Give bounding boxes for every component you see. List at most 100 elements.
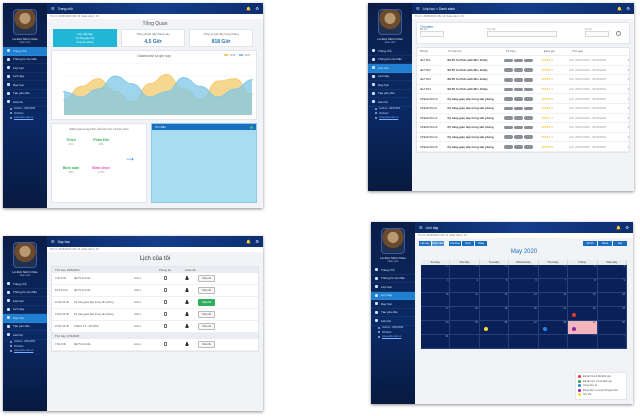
account-icon[interactable]: ⚙ xyxy=(625,225,629,230)
table-row[interactable]: SPEAKING10 Kỹ năng giao tiếp trong văn ph… xyxy=(417,94,629,104)
calendar-day-cell[interactable]: 4 xyxy=(450,279,480,293)
sidebar-item-classes[interactable]: Lớp học xyxy=(3,64,47,73)
data-point[interactable] xyxy=(97,88,99,90)
room-link[interactable]: Link ▾ xyxy=(134,277,141,280)
data-point[interactable] xyxy=(80,85,82,88)
contact-website-link[interactable]: www.ielts.edu.vn xyxy=(3,116,47,121)
expand-icon[interactable]: ▾ xyxy=(627,106,629,111)
calendar-day-cell[interactable]: 19 xyxy=(479,307,510,321)
data-point[interactable] xyxy=(148,96,151,98)
data-point[interactable] xyxy=(97,77,99,80)
data-point[interactable] xyxy=(131,83,134,85)
copy-icon[interactable] xyxy=(163,342,167,346)
calendar-day-cell[interactable]: 1 xyxy=(450,335,480,349)
hamburger-icon[interactable]: ☰ xyxy=(51,6,55,11)
sidebar-item-teaching[interactable]: Dạy học xyxy=(3,81,47,90)
contact-website-link[interactable]: www.ielts.edu.vn xyxy=(371,335,415,340)
calendar-day-cell[interactable]: 21 xyxy=(538,307,569,321)
schedule-row[interactable]: 8:15-10:00 IELTS for Kids Link ▾ Hoàn tất xyxy=(52,285,258,297)
calendar-day-cell[interactable]: 28 xyxy=(538,321,569,335)
expand-icon[interactable]: ▾ xyxy=(627,144,629,149)
table-row[interactable]: IELTS03 IELTS for Kids with Mrs. Emily ★★★… xyxy=(417,75,629,85)
event-dot-icon[interactable] xyxy=(542,327,547,331)
data-point[interactable] xyxy=(182,76,185,79)
calendar-day-cell[interactable]: 5 xyxy=(568,335,598,349)
view-week-button[interactable]: Week xyxy=(598,241,612,246)
schedule-row[interactable]: 7:30-9:00 IELTS for Kids Link ▾ Hoàn tất xyxy=(52,339,258,351)
today-button[interactable]: Today xyxy=(475,241,487,246)
calendar-day-cell[interactable]: 26 xyxy=(421,265,451,279)
room-link[interactable]: Link ▾ xyxy=(134,289,141,292)
calendar-day-cell[interactable]: 17 xyxy=(421,307,451,321)
sidebar-item-schedule[interactable]: Lịch dạy xyxy=(368,73,412,81)
schedule-row[interactable]: 15:00-15:30 TOEIC 2.5 - 3H (IRS) Link ▾ Hoà… xyxy=(52,321,258,333)
calendar-day-cell[interactable]: 5 xyxy=(479,279,510,293)
notification-icon[interactable]: 🔔 xyxy=(246,6,252,11)
complete-button[interactable]: Hoàn tất xyxy=(198,287,216,294)
expand-icon[interactable]: ▾ xyxy=(627,125,629,130)
data-point[interactable] xyxy=(199,85,202,88)
sidebar-item-request[interactable]: Tạo yêu cầu xyxy=(368,90,412,98)
data-point[interactable] xyxy=(148,83,151,85)
sidebar-item-home[interactable]: Trang chủ xyxy=(3,280,47,289)
calendar-day-cell[interactable]: 16 xyxy=(597,293,627,307)
sidebar-item-request[interactable]: Tạo yêu cầu xyxy=(3,323,47,331)
table-row[interactable]: SPEAKING11 Kỹ năng giao tiếp trong văn ph… xyxy=(417,104,629,114)
expand-icon[interactable]: ▾ xyxy=(627,77,629,82)
expand-icon[interactable]: ▾ xyxy=(627,115,629,120)
sidebar-item-home[interactable]: Trang chủ xyxy=(3,47,47,56)
calendar-day-cell[interactable]: 27 xyxy=(450,265,480,279)
hamburger-icon[interactable]: ☰ xyxy=(416,6,420,11)
calendar-day-cell[interactable]: 30 xyxy=(538,265,569,279)
expand-icon[interactable]: ▾ xyxy=(627,67,629,72)
calendar-day-cell[interactable]: 31 xyxy=(421,335,451,349)
calendar-day-cell[interactable]: 25 xyxy=(450,321,480,335)
sidebar-item-contact[interactable]: Liên hệ xyxy=(368,98,412,107)
calendar-day-cell[interactable]: 3 xyxy=(509,335,539,349)
table-row[interactable]: SPEAKING13 Kỹ năng giao tiếp trong văn ph… xyxy=(417,123,629,133)
sidebar-item-contact[interactable]: Liên hệ xyxy=(371,317,415,326)
expand-icon[interactable]: ▾ xyxy=(627,96,629,101)
account-icon[interactable]: ⚙ xyxy=(255,6,259,11)
table-row[interactable]: SPEAKING15 Kỹ năng giao tiếp trong văn ph… xyxy=(417,142,629,152)
calendar-day-cell[interactable]: 14 xyxy=(538,293,569,307)
account-icon[interactable]: ⚙ xyxy=(255,239,259,244)
calendar-day-cell[interactable]: 7 xyxy=(538,279,569,293)
calendar-day-cell[interactable]: 23 xyxy=(597,307,627,321)
account-icon[interactable]: ⚙ xyxy=(626,6,630,11)
sidebar-item-teaching[interactable]: Dạy học xyxy=(368,81,412,90)
contact-website-link[interactable]: www.ielts.edu.vn xyxy=(368,116,412,121)
schedule-row[interactable]: 7:30-9:00 IELTS for Kids Link ▾ Hoàn tất xyxy=(52,273,258,285)
calendar-day-cell[interactable]: 6 xyxy=(509,279,539,293)
event-dot-icon[interactable] xyxy=(572,327,577,331)
copy-icon[interactable] xyxy=(163,312,167,316)
event-dot-icon[interactable] xyxy=(572,313,577,317)
schedule-row[interactable]: 10:00-12:00 Kỹ năng giao tiếp trong văn p… xyxy=(52,297,258,309)
calendar-day-cell[interactable]: 27 xyxy=(509,321,539,335)
copy-icon[interactable] xyxy=(163,324,167,328)
sidebar-item-contact[interactable]: Liên hệ xyxy=(3,98,47,107)
calendar-day-cell[interactable]: 12 xyxy=(479,293,510,307)
schedule-row[interactable]: 13:00-14:30 Kỹ năng giao tiếp trong văn p… xyxy=(52,309,258,321)
notification-icon[interactable]: 🔔 xyxy=(617,6,623,11)
calendar-day-cell[interactable]: 13 xyxy=(509,293,539,307)
table-row[interactable]: IELTS04 IELTS for Kids with Mrs. Emily ★★★… xyxy=(417,85,629,95)
arrow-right-icon[interactable]: → xyxy=(124,150,136,164)
calendar-day-cell[interactable]: 11 xyxy=(450,293,480,307)
contact-website-link[interactable]: www.ielts.edu.vn xyxy=(3,349,47,354)
calendar-day-cell[interactable]: 3 xyxy=(421,279,451,293)
next-button[interactable]: Next xyxy=(462,241,474,246)
data-point[interactable] xyxy=(234,88,236,90)
calendar-day-cell[interactable]: 4 xyxy=(538,335,569,349)
view-month-button[interactable]: Month xyxy=(583,241,597,246)
sidebar-item-request[interactable]: Tạo yêu cầu xyxy=(371,309,415,317)
branch-select[interactable] xyxy=(585,31,609,37)
calendar-day-cell[interactable]: 30 xyxy=(597,321,627,335)
calendar-day-cell[interactable]: 9 xyxy=(597,279,627,293)
sidebar-item-schedule[interactable]: Lịch dạy xyxy=(3,73,47,81)
sidebar-item-profile[interactable]: Thông tin cá nhân xyxy=(3,56,47,64)
table-row[interactable]: IELTS01 IELTS for Kids with Mrs. Emily ★★★… xyxy=(417,56,629,66)
expand-icon[interactable]: ▾ xyxy=(627,58,629,63)
room-link[interactable]: Link ▾ xyxy=(134,313,141,316)
prev-button[interactable]: Previous xyxy=(449,241,461,246)
